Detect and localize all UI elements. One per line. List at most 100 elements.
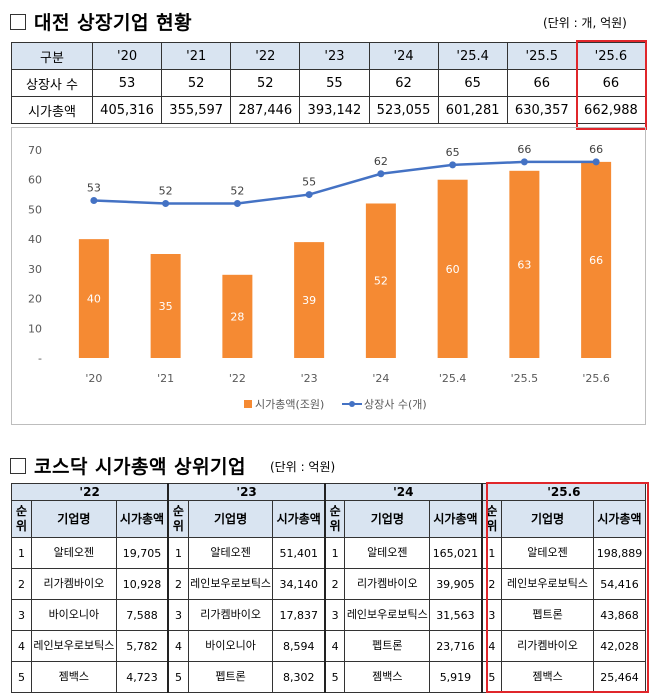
cap-cell: 4,723 <box>115 661 169 693</box>
x-tick-label: '25.4 <box>439 372 467 385</box>
rank-header: 순위 <box>167 500 189 538</box>
header-cell: '25.5 <box>506 42 577 70</box>
table-cell: 393,142 <box>299 96 370 124</box>
cap-cell: 42,028 <box>592 630 647 662</box>
rank-header: 순위 <box>323 500 346 538</box>
cap-cell: 39,905 <box>429 568 483 600</box>
header-cell: 구분 <box>11 42 93 70</box>
header-cell: '24 <box>368 42 439 70</box>
year-header: '22 <box>11 483 169 501</box>
table-row: 1 알테오젠 19,705 1 알테오젠 51,401 1 알테오젠 165,0… <box>11 537 647 569</box>
company-cell: 레인보우로보틱스 <box>501 568 594 600</box>
bar <box>294 242 325 358</box>
table-row: 5 젬백스 4,723 5 펩트론 8,302 5 젬백스 5,919 5 젬백… <box>11 661 647 693</box>
bar-data-label: 60 <box>446 263 460 276</box>
table1-header-row: 구분 '20 '21 '22 '23 '24 '25.4 '25.5 '25.6 <box>11 42 647 70</box>
line-data-label: 65 <box>446 146 460 159</box>
cap-cell: 34,140 <box>272 568 326 600</box>
rank-cell: 4 <box>167 630 189 662</box>
cap-cell: 165,021 <box>429 537 483 569</box>
header-cell: '21 <box>161 42 232 70</box>
name-header: 기업명 <box>187 500 274 538</box>
bar-data-label: 40 <box>87 293 101 306</box>
company-cell: 젬백스 <box>344 661 431 693</box>
cap-cell: 51,401 <box>272 537 326 569</box>
line-data-label: 52 <box>230 184 244 197</box>
table-cell: 405,316 <box>91 96 163 124</box>
rank-cell: 5 <box>167 661 189 693</box>
rank-cell: 5 <box>480 661 503 693</box>
company-cell: 젬백스 <box>30 661 117 693</box>
bar <box>437 179 468 358</box>
y-tick-label: 40 <box>28 233 42 246</box>
rank-cell: 5 <box>11 661 32 693</box>
line-point <box>449 161 457 169</box>
company-cell: 펩트론 <box>501 599 594 631</box>
rank-cell: 2 <box>480 568 503 600</box>
line-data-label: 55 <box>302 176 316 189</box>
bar-data-label: 63 <box>517 258 531 271</box>
company-cell: 레인보우로보틱스 <box>187 568 274 600</box>
y-tick-label: 30 <box>28 263 42 276</box>
cap-header: 시가총액 <box>592 500 647 538</box>
year-header-row: '22 '23 '24 '25.6 <box>11 483 646 501</box>
table-row: 2 리가켐바이오 10,928 2 레인보우로보틱스 34,140 2 리가켐바… <box>11 568 647 600</box>
line-data-label: 52 <box>159 184 173 197</box>
company-cell: 알테오젠 <box>187 537 274 569</box>
line-data-label: 62 <box>374 155 388 168</box>
year-header: '25.6 <box>480 483 646 501</box>
table-cell: 52 <box>230 69 301 97</box>
line-series <box>93 160 597 205</box>
company-cell: 바이오니아 <box>187 630 274 662</box>
legend-point-swatch <box>349 401 355 407</box>
line-data-label: 66 <box>517 143 531 156</box>
cap-cell: 19,705 <box>115 537 169 569</box>
cap-cell: 31,563 <box>429 599 483 631</box>
company-cell: 레인보우로보틱스 <box>344 599 431 631</box>
rank-cell: 5 <box>323 661 346 693</box>
header-cell: '22 <box>230 42 301 70</box>
cap-cell: 43,868 <box>592 599 647 631</box>
cap-cell: 8,594 <box>272 630 326 662</box>
y-tick-label: - <box>38 352 42 365</box>
x-tick-label: '25.5 <box>511 372 539 385</box>
line-point <box>162 199 170 207</box>
rank-cell: 1 <box>11 537 32 569</box>
cap-cell: 5,782 <box>115 630 169 662</box>
checkbox-square-icon <box>10 14 26 30</box>
table-cell: 523,055 <box>368 96 439 124</box>
company-cell: 알테오젠 <box>344 537 431 569</box>
rank-cell: 4 <box>11 630 32 662</box>
x-tick-label: '25.6 <box>582 372 610 385</box>
bar <box>150 254 181 358</box>
rank-cell: 3 <box>11 599 32 631</box>
line-point <box>305 191 313 199</box>
company-cell: 리가켐바이오 <box>30 568 117 600</box>
rank-cell: 4 <box>480 630 503 662</box>
rank-header: 순위 <box>480 500 503 538</box>
cap-header: 시가총액 <box>272 500 326 538</box>
cap-header: 시가총액 <box>115 500 169 538</box>
table-cell: 601,281 <box>437 96 508 124</box>
table-row-companies: 상장사 수 53 52 52 55 62 65 66 66 <box>11 69 647 97</box>
x-tick-label: '24 <box>372 372 389 385</box>
name-header: 기업명 <box>501 500 594 538</box>
cap-cell: 5,919 <box>429 661 483 693</box>
company-cell: 레인보우로보틱스 <box>30 630 117 662</box>
header-cell: '25.4 <box>437 42 508 70</box>
company-cell: 젬백스 <box>501 661 594 693</box>
bar-data-label: 35 <box>159 300 173 313</box>
rank-cell: 2 <box>323 568 346 600</box>
line-data-label: 53 <box>87 182 101 195</box>
header-cell: '25.6 <box>575 42 647 70</box>
table-cell: 66 <box>506 69 577 97</box>
rank-cell: 3 <box>167 599 189 631</box>
company-cell: 리가켐바이오 <box>501 630 594 662</box>
x-tick-label: '21 <box>157 372 174 385</box>
company-cell: 펩트론 <box>344 630 431 662</box>
table-cell: 55 <box>299 69 370 97</box>
listing-status-table: 구분 '20 '21 '22 '23 '24 '25.4 '25.5 '25.6… <box>11 42 647 124</box>
y-tick-label: 50 <box>28 203 42 216</box>
rank-cell: 4 <box>323 630 346 662</box>
row-label: 상장사 수 <box>11 69 93 97</box>
